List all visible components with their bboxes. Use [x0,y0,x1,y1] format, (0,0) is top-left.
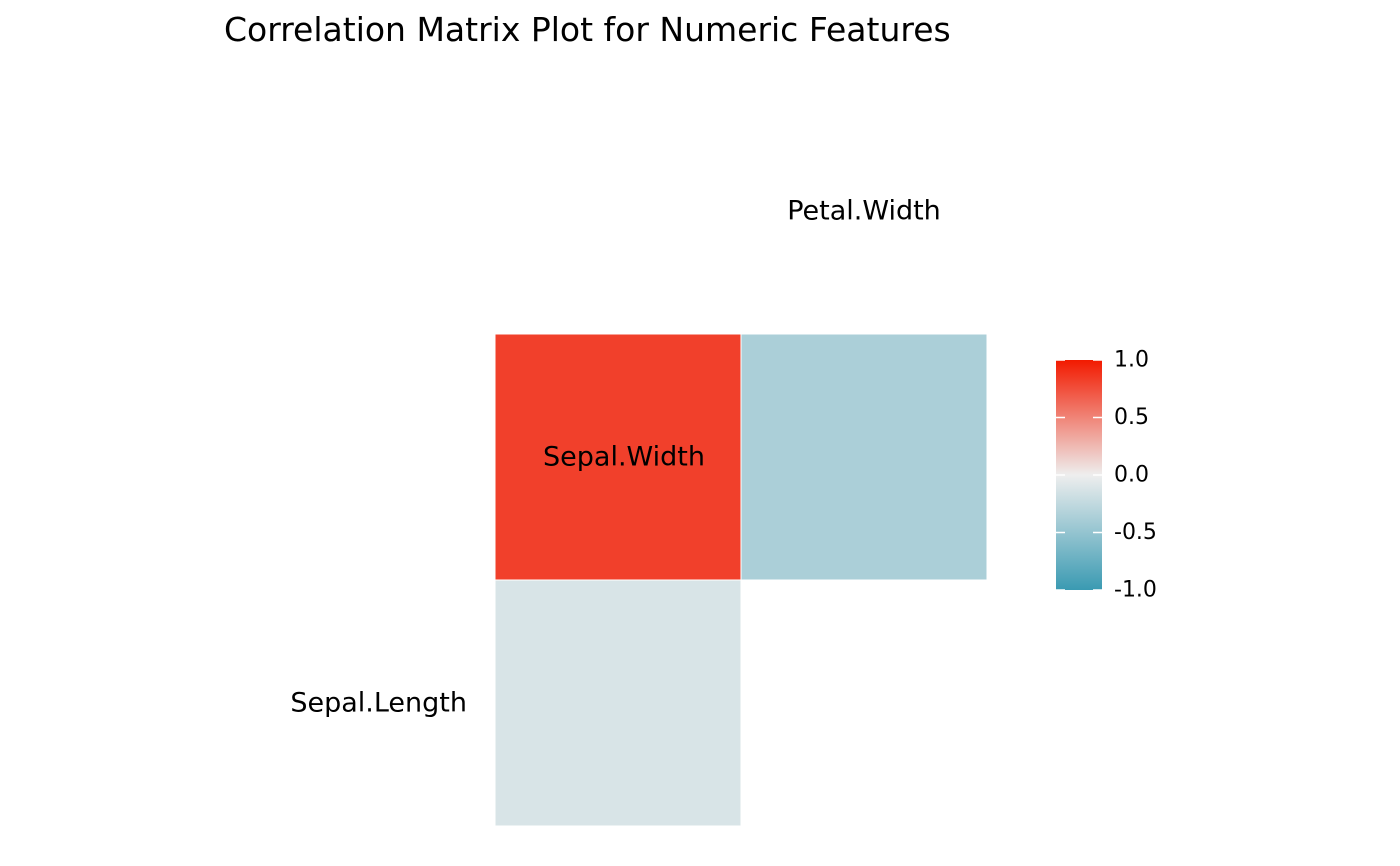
legend-tick-label: -1.0 [1114,578,1157,603]
heatmap-cell-petal-width-sepal-width [740,333,988,581]
variable-labels: Sepal.Length Sepal.Width Petal.Width [290,196,940,719]
chart-title: Correlation Matrix Plot for Numeric Feat… [224,10,951,49]
legend-ticks: 1.0 0.5 0.0 -0.5 -1.0 [1056,348,1157,603]
heatmap-cell-petal-width-sepal-length [494,333,742,581]
legend-tick-label: 0.5 [1114,405,1149,430]
variable-label-sepal-length: Sepal.Length [290,688,467,719]
heatmap-cells [494,333,988,827]
legend-tick-label: 1.0 [1114,348,1149,373]
legend-tick-label: 0.0 [1114,463,1149,488]
legend-tick-label: -0.5 [1114,520,1157,545]
heatmap-cell-sepal-width-sepal-length [494,579,742,827]
color-legend: 1.0 0.5 0.0 -0.5 -1.0 [1056,348,1157,603]
variable-label-petal-width: Petal.Width [787,196,941,227]
variable-label-sepal-width: Sepal.Width [543,442,705,473]
